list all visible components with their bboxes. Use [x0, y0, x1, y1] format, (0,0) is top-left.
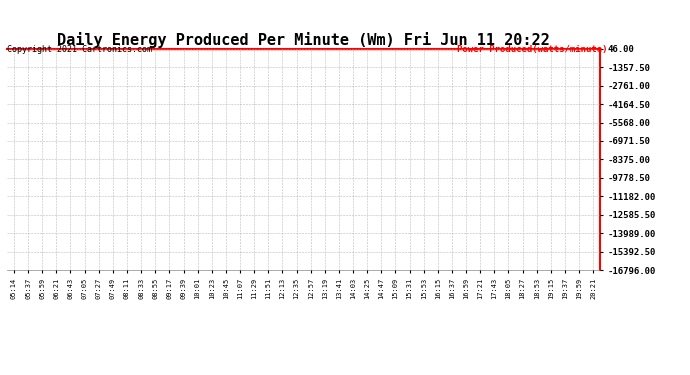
Text: Power Produced(watts/minute): Power Produced(watts/minute) [457, 45, 607, 54]
Title: Daily Energy Produced Per Minute (Wm) Fri Jun 11 20:22: Daily Energy Produced Per Minute (Wm) Fr… [57, 32, 550, 48]
Text: Copyright 2021 Cartronics.com: Copyright 2021 Cartronics.com [7, 45, 152, 54]
